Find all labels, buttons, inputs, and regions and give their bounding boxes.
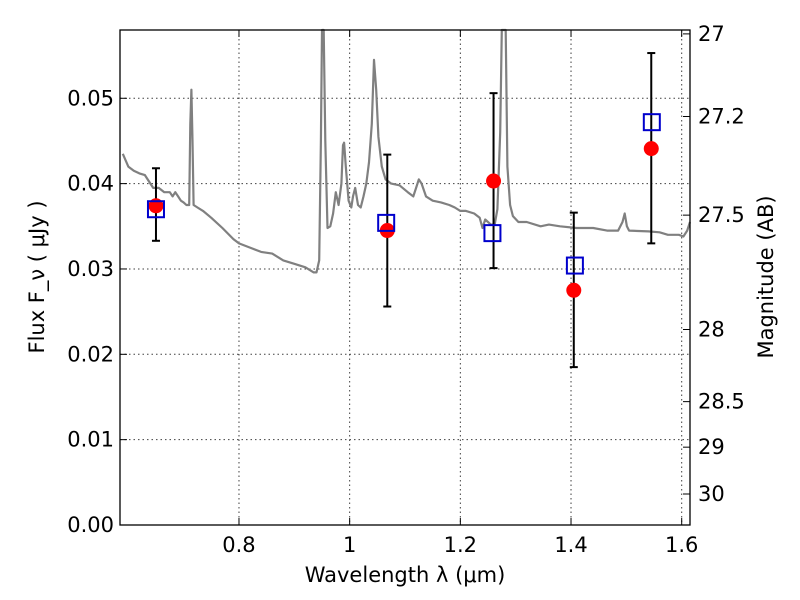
- y2-tick-label: 27: [698, 22, 725, 46]
- y-tick-label: 0.01: [67, 428, 114, 452]
- x-tick-label: 0.8: [222, 533, 255, 557]
- x-tick-label: 1.6: [665, 533, 698, 557]
- x-axis-ticks: 0.8 1 1.2 1.4 1.6: [222, 30, 698, 557]
- y2-tick-label: 30: [698, 482, 725, 506]
- y-tick-label: 0.02: [67, 342, 114, 366]
- x-tick-label: 1: [343, 533, 356, 557]
- data-point: [486, 173, 502, 189]
- x-axis-label: Wavelength λ (μm): [305, 563, 506, 587]
- model-square: [642, 113, 661, 132]
- y2-tick-label: 29: [698, 435, 725, 459]
- y2-tick-label: 27.5: [698, 203, 745, 227]
- data-point: [566, 282, 582, 298]
- model-square: [146, 200, 165, 219]
- y2-tick-label: 28: [698, 317, 725, 341]
- y-axis-label: Flux F_ν ( μJy ): [25, 200, 50, 353]
- y2-tick-label: 28.5: [698, 390, 745, 414]
- grid-lines: [120, 30, 690, 526]
- y-tick-label: 0.03: [67, 257, 114, 281]
- data-point: [643, 141, 659, 157]
- x-tick-label: 1.4: [554, 533, 587, 557]
- y-tick-label: 0.05: [67, 86, 114, 110]
- y-tick-label: 0.00: [67, 513, 114, 537]
- model-square: [377, 213, 396, 232]
- model-spectrum: [121, 28, 692, 274]
- y2-axis-ticks: 27 27.2 27.5 28 28.5 29 30: [683, 22, 745, 506]
- y2-axis-label: Magnitude (AB): [754, 195, 778, 358]
- y-axis-ticks: 0.00 0.01 0.02 0.03 0.04 0.05: [67, 86, 127, 537]
- spectrum-line: [121, 28, 692, 274]
- error-bars: [151, 52, 656, 369]
- x-tick-label: 1.2: [444, 533, 477, 557]
- model-square: [565, 256, 584, 275]
- model-points: [146, 113, 661, 275]
- y-tick-label: 0.04: [67, 172, 114, 196]
- y2-tick-label: 27.2: [698, 105, 745, 129]
- plot-frame: [119, 29, 691, 526]
- model-square: [483, 224, 502, 243]
